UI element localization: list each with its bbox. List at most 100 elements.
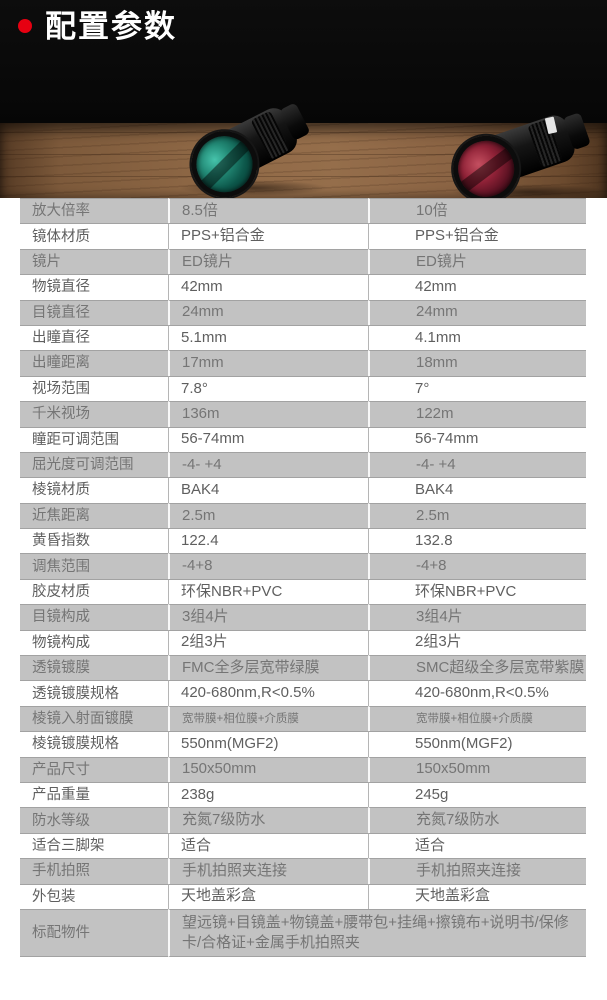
spec-label: 黄昏指数 — [20, 528, 168, 554]
table-row: 标配物件 望远镜+目镜盖+物镜盖+腰带包+挂绳+擦镜布+说明书/保修卡/合格证+金… — [20, 908, 586, 957]
spec-value-model-2: 420-680nm,R<0.5% — [368, 680, 586, 706]
spec-label: 出瞳距离 — [20, 350, 168, 376]
spec-value-model-1: 适合 — [168, 832, 368, 859]
table-row: 棱镜材质 BAK4 BAK4 — [20, 477, 586, 503]
hero-photo: 配置参数 — [0, 0, 607, 198]
spec-value-model-1: 环保NBR+PVC — [168, 578, 368, 605]
spec-value-model-1: 42mm — [168, 274, 368, 300]
table-row: 调焦范围 -4+8 -4+8 — [20, 553, 586, 579]
spec-label: 产品重量 — [20, 781, 168, 808]
spec-value-model-2: 天地盖彩盒 — [368, 883, 586, 909]
spec-value-model-1: 8.5倍 — [168, 198, 368, 224]
table-row: 外包装 天地盖彩盒 天地盖彩盒 — [20, 883, 586, 909]
section-title: 配置参数 — [45, 8, 177, 44]
spec-value-model-1: PPS+铝合金 — [168, 223, 368, 249]
monocular-left-photo — [180, 102, 340, 198]
spec-label: 透镜镀膜 — [20, 655, 168, 681]
table-row: 手机拍照 手机拍照夹连接 手机拍照夹连接 — [20, 858, 586, 884]
spec-label: 棱镜材质 — [20, 477, 168, 503]
spec-value-model-2: 7° — [368, 375, 586, 402]
spec-value-model-1: BAK4 — [168, 477, 368, 503]
spec-value-model-1: FMC全多层宽带绿膜 — [168, 655, 368, 681]
spec-label: 防水等级 — [20, 807, 168, 833]
spec-value-model-1: 17mm — [168, 350, 368, 376]
spec-label: 目镜构成 — [20, 604, 168, 630]
spec-value-model-2: 2.5m — [368, 502, 586, 529]
spec-value-model-2: 24mm — [368, 299, 586, 325]
spec-value-model-1: 24mm — [168, 299, 368, 325]
spec-label: 近焦距离 — [20, 502, 168, 529]
spec-value-model-2: 132.8 — [368, 528, 586, 554]
spec-table: 放大倍率 8.5倍 10倍 镜体材质 PPS+铝合金 PPS+铝合金 镜片 ED镜片 ED镜片物… — [20, 198, 586, 957]
spec-value-model-2: -4+8 — [368, 553, 586, 579]
spec-value-model-2: SMC超级全多层宽带紫膜 — [368, 655, 586, 681]
spec-value-model-2: 宽带膜+相位膜+介质膜 — [368, 705, 586, 732]
spec-value-model-2: BAK4 — [368, 477, 586, 503]
spec-value-model-1: 充氮7级防水 — [168, 807, 368, 833]
table-row: 产品尺寸 150x50mm 150x50mm — [20, 756, 586, 782]
spec-value-merged: 望远镜+目镜盖+物镜盖+腰带包+挂绳+擦镜布+说明书/保修卡/合格证+金属手机拍… — [168, 908, 586, 957]
spec-value-model-2: 18mm — [368, 350, 586, 376]
spec-label: 外包装 — [20, 883, 168, 909]
spec-value-model-1: 150x50mm — [168, 756, 368, 782]
spec-value-model-1: 天地盖彩盒 — [168, 883, 368, 909]
spec-label: 瞳距可调范围 — [20, 426, 168, 452]
spec-label: 目镜直径 — [20, 299, 168, 325]
table-row: 物镜构成 2组3片 2组3片 — [20, 629, 586, 656]
table-row: 透镜镀膜 FMC全多层宽带绿膜 SMC超级全多层宽带紫膜 — [20, 655, 586, 681]
spec-value-model-2: 4.1mm — [368, 324, 586, 351]
spec-value-model-2: 手机拍照夹连接 — [368, 858, 586, 884]
spec-value-model-1: ED镜片 — [168, 248, 368, 275]
table-row: 镜体材质 PPS+铝合金 PPS+铝合金 — [20, 223, 586, 249]
spec-label: 胶皮材质 — [20, 578, 168, 605]
table-row: 出瞳距离 17mm 18mm — [20, 350, 586, 376]
spec-value-model-1: 238g — [168, 781, 368, 808]
spec-value-model-1: 122.4 — [168, 528, 368, 554]
spec-value-model-1: 5.1mm — [168, 324, 368, 351]
spec-value-model-2: 10倍 — [368, 198, 586, 224]
spec-label: 标配物件 — [20, 908, 168, 957]
spec-value-model-2: -4- +4 — [368, 451, 586, 478]
table-row: 放大倍率 8.5倍 10倍 — [20, 198, 586, 224]
spec-value-model-2: 3组4片 — [368, 604, 586, 630]
monocular-right-photo — [444, 111, 602, 198]
spec-label: 镜片 — [20, 248, 168, 275]
table-row: 棱镜镀膜规格 550nm(MGF2) 550nm(MGF2) — [20, 731, 586, 757]
spec-value-model-1: 420-680nm,R<0.5% — [168, 680, 368, 706]
spec-value-model-2: 42mm — [368, 274, 586, 300]
spec-value-model-1: -4+8 — [168, 553, 368, 579]
table-row: 出瞳直径 5.1mm 4.1mm — [20, 324, 586, 351]
table-row: 物镜直径 42mm 42mm — [20, 274, 586, 300]
spec-label: 透镜镀膜规格 — [20, 680, 168, 706]
table-row: 防水等级 充氮7级防水 充氮7级防水 — [20, 807, 586, 833]
spec-value-model-1: 2组3片 — [168, 629, 368, 656]
spec-value-model-2: 适合 — [368, 832, 586, 859]
spec-label: 棱镜镀膜规格 — [20, 731, 168, 757]
spec-label: 出瞳直径 — [20, 324, 168, 351]
table-row: 胶皮材质 环保NBR+PVC 环保NBR+PVC — [20, 578, 586, 605]
table-row: 镜片 ED镜片 ED镜片 — [20, 248, 586, 275]
table-row: 瞳距可调范围 56-74mm 56-74mm — [20, 426, 586, 452]
spec-value-model-1: 7.8° — [168, 375, 368, 402]
spec-label: 物镜直径 — [20, 274, 168, 300]
spec-value-model-2: PPS+铝合金 — [368, 223, 586, 249]
table-row: 适合三脚架 适合 适合 — [20, 832, 586, 859]
spec-value-model-1: 3组4片 — [168, 604, 368, 630]
table-row: 视场范围 7.8° 7° — [20, 375, 586, 402]
spec-label: 物镜构成 — [20, 629, 168, 656]
spec-value-model-2: ED镜片 — [368, 248, 586, 275]
spec-label: 手机拍照 — [20, 858, 168, 884]
spec-value-model-2: 2组3片 — [368, 629, 586, 656]
table-row: 透镜镀膜规格 420-680nm,R<0.5% 420-680nm,R<0.5% — [20, 680, 586, 706]
spec-value-model-2: 充氮7级防水 — [368, 807, 586, 833]
spec-label: 棱镜入射面镀膜 — [20, 705, 168, 732]
spec-label: 产品尺寸 — [20, 756, 168, 782]
spec-label: 适合三脚架 — [20, 832, 168, 859]
table-row: 棱镜入射面镀膜 宽带膜+相位膜+介质膜 宽带膜+相位膜+介质膜 — [20, 705, 586, 732]
spec-value-model-1: 宽带膜+相位膜+介质膜 — [168, 705, 368, 732]
spec-value-model-1: 550nm(MGF2) — [168, 731, 368, 757]
spec-value-model-2: 环保NBR+PVC — [368, 578, 586, 605]
spec-value-model-2: 550nm(MGF2) — [368, 731, 586, 757]
spec-label: 调焦范围 — [20, 553, 168, 579]
spec-value-model-2: 245g — [368, 781, 586, 808]
